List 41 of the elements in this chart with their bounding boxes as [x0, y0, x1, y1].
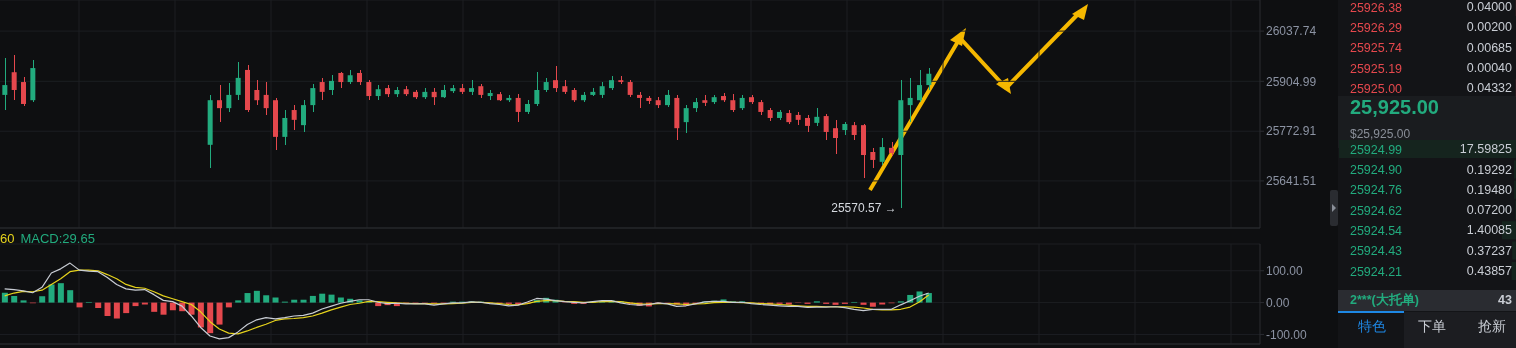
text: 60: [0, 231, 15, 246]
annotation: 25570.57 →: [831, 201, 897, 215]
data-label: 17.59825: [1459, 141, 1512, 158]
y-tick-label: 25926.38: [1350, 0, 1403, 15]
text: 2***(大托单): [1350, 292, 1419, 308]
data-label: 0.19292: [1466, 161, 1512, 178]
text: 43: [1498, 292, 1512, 308]
y-tick-label: 26037.74: [1266, 24, 1317, 39]
text: 下单: [1418, 318, 1446, 334]
y-tick-label: 25924.76: [1350, 183, 1403, 198]
data-label: 0.00200: [1466, 19, 1512, 36]
y-tick-label: 25925.74: [1350, 41, 1403, 56]
data-label: 1.40085: [1466, 222, 1512, 239]
annotation: $25,925.00: [1350, 126, 1411, 142]
text: 抢新: [1478, 318, 1506, 334]
y-tick-label: 25641.51: [1266, 174, 1317, 189]
y-tick-label: 25924.54: [1350, 223, 1403, 238]
data-label: 0.07200: [1466, 202, 1512, 219]
data-label: 0.04000: [1466, 0, 1512, 16]
y-tick-label: 25772.91: [1266, 124, 1317, 139]
data-label: 0.43857: [1466, 263, 1512, 280]
data-label: 0.00685: [1466, 39, 1512, 56]
text: 特色: [1358, 318, 1386, 334]
y-tick-label: -100.00: [1266, 327, 1308, 342]
y-tick-label: 25925.19: [1350, 61, 1403, 76]
y-tick-label: 25904.99: [1266, 74, 1317, 89]
annotation: 25,925.00: [1350, 96, 1439, 118]
y-tick-label: 25924.43: [1350, 244, 1403, 259]
data-label: 0.00040: [1466, 60, 1512, 77]
y-tick-label: 25924.21: [1350, 264, 1403, 279]
y-tick-label: 25926.29: [1350, 20, 1403, 35]
y-tick-label: 25924.62: [1350, 203, 1403, 218]
data-label: 0.19480: [1466, 181, 1512, 198]
data-label: 0.04332: [1466, 80, 1512, 97]
text: MACD:29.65: [20, 231, 95, 246]
y-tick-label: 25924.90: [1350, 163, 1403, 178]
y-tick-label: 100.00: [1266, 264, 1304, 279]
y-tick-label: 25924.99: [1350, 142, 1403, 157]
y-tick-label: 25925.00: [1350, 81, 1403, 96]
y-tick-label: 0.00: [1266, 295, 1290, 310]
data-label: 0.37237: [1466, 242, 1512, 259]
